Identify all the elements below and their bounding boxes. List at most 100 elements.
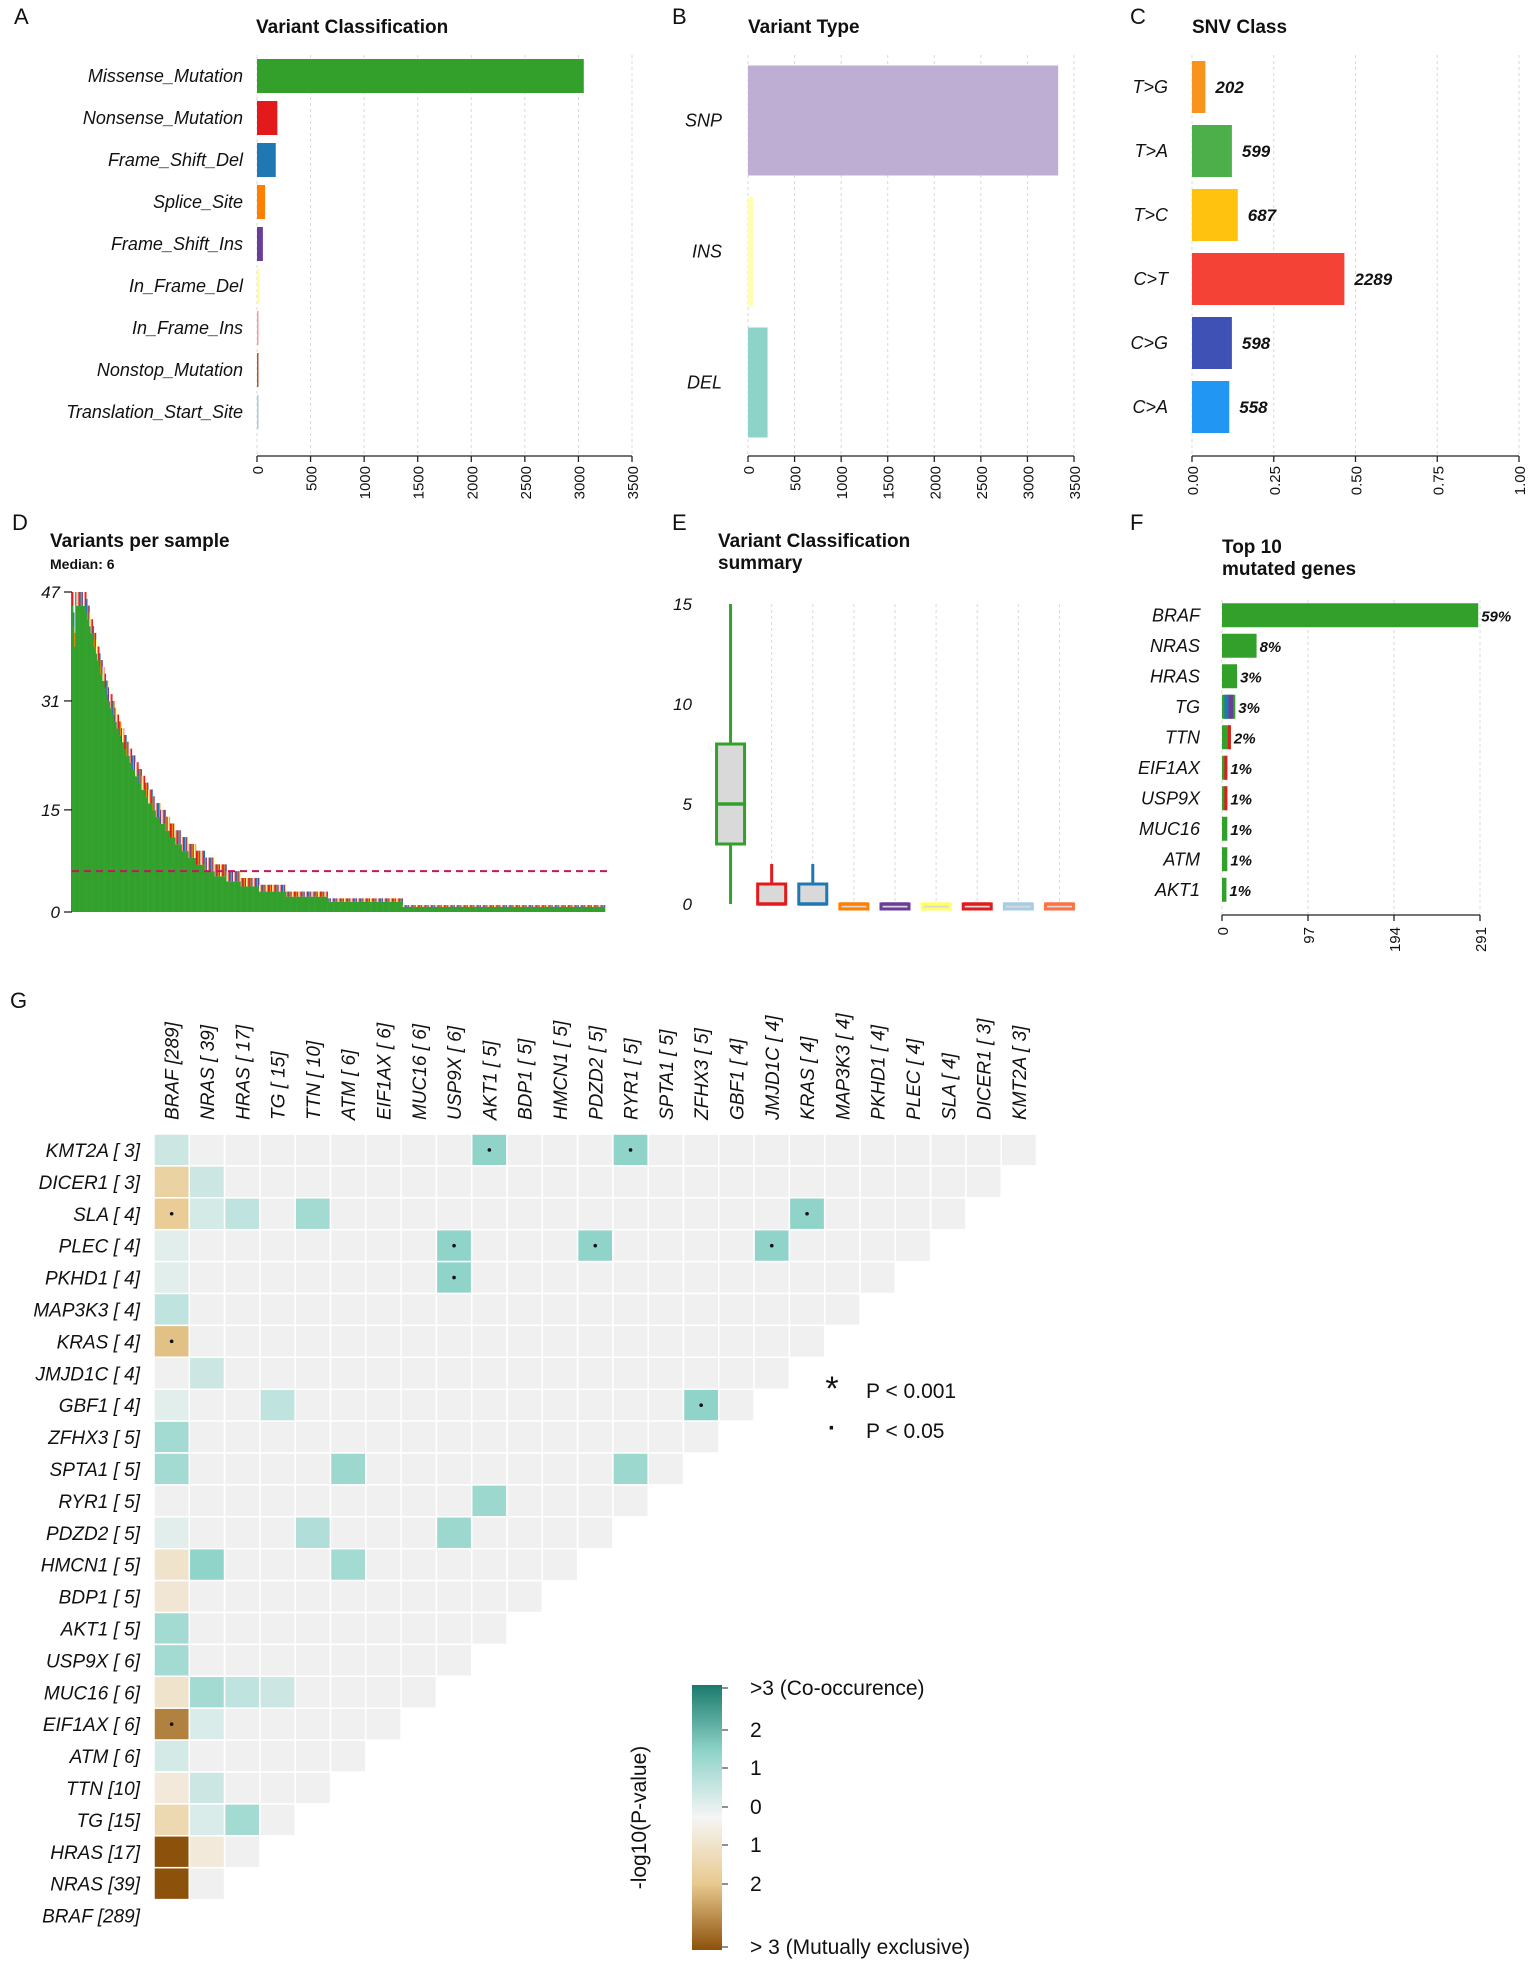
sample-bar-top <box>147 782 149 797</box>
sample-bar <box>214 876 216 912</box>
sample-bar-top <box>359 898 361 902</box>
x-tick-label: 0.75 <box>1430 466 1447 495</box>
sample-bar <box>564 906 567 912</box>
heatmap-cell <box>400 1643 438 1678</box>
heatmap-cell <box>576 1484 614 1518</box>
sample-bar-top <box>535 905 537 907</box>
sample-bar <box>562 906 564 912</box>
sample-bar <box>107 701 110 912</box>
sample-bar-top <box>492 905 495 907</box>
heatmap-cell <box>188 1579 226 1614</box>
sample-bar <box>218 876 221 912</box>
sample-bar <box>120 742 123 912</box>
colorbar-label: >3 (Co-occurence) <box>750 1677 925 1700</box>
sample-bar-top <box>373 898 375 902</box>
category-label: Frame_Shift_Ins <box>111 234 243 254</box>
sample-bar <box>284 891 286 912</box>
sample-bar-top <box>460 905 462 907</box>
sample-bar <box>561 906 563 912</box>
row-label: PKHD1 [ 4] <box>45 1269 141 1290</box>
sample-bar-top <box>403 905 406 907</box>
sample-bar-top <box>602 905 605 907</box>
column-label: GBF1 [ 4] <box>727 1038 748 1120</box>
sample-bar-top <box>317 891 320 897</box>
sample-bar <box>400 901 402 912</box>
sample-bar <box>330 901 333 912</box>
sample-bar-top <box>87 605 89 620</box>
sample-bar-top <box>603 905 606 907</box>
heatmap-cell <box>329 1292 367 1327</box>
heatmap-cell <box>223 1292 261 1327</box>
sample-bar <box>106 694 109 912</box>
sample-bar-top <box>179 830 182 845</box>
sample-bar-top <box>205 857 208 872</box>
heatmap-cell <box>647 1356 685 1390</box>
sample-bar-top <box>545 905 547 907</box>
sample-bar-top <box>223 864 225 877</box>
sample-bar-top <box>360 898 362 902</box>
sample-bar-top <box>576 905 579 907</box>
sample-bar <box>297 896 299 912</box>
sample-bar-top <box>165 816 167 831</box>
x-tick-label: 3000 <box>1020 466 1037 499</box>
sample-bar <box>433 906 435 912</box>
heatmap-cell <box>329 1133 367 1167</box>
sample-bar <box>583 906 585 912</box>
category-label: NRAS <box>1150 636 1200 656</box>
sample-bar-top <box>476 905 479 907</box>
heatmap-cell <box>259 1643 296 1678</box>
heatmap-cell <box>894 1165 932 1199</box>
sample-bar-top <box>250 877 252 887</box>
heatmap-cell <box>823 1133 861 1167</box>
heatmap-cell <box>718 1260 755 1295</box>
heatmap-cell <box>329 1197 367 1231</box>
sample-bar-top <box>308 891 310 897</box>
sample-bar-top <box>417 905 420 907</box>
sample-bar <box>412 906 414 912</box>
panel-label-c: C <box>1130 4 1146 29</box>
heatmap-cell <box>365 1611 402 1646</box>
sample-bar <box>125 748 127 912</box>
category-label: C>A <box>1132 397 1168 417</box>
sample-bar <box>110 708 112 912</box>
heatmap-cell <box>294 1771 332 1805</box>
sample-bar <box>395 901 397 912</box>
sample-bar <box>101 674 103 912</box>
sample-bar <box>504 906 507 912</box>
category-label: Frame_Shift_Del <box>108 150 244 170</box>
heatmap-cell <box>682 1324 720 1359</box>
heatmap-cell <box>223 1835 261 1869</box>
row-label: PDZD2 [ 5] <box>46 1524 141 1545</box>
sample-bar <box>139 783 141 912</box>
sample-bar <box>513 906 516 912</box>
heatmap-cell <box>259 1197 296 1231</box>
sample-bar <box>528 906 531 912</box>
sample-bar-top <box>429 905 432 907</box>
bar-BRAF <box>1222 603 1479 628</box>
sample-bar <box>570 906 572 912</box>
legend-label: P < 0.001 <box>866 1380 956 1403</box>
sample-bar-top <box>336 898 338 902</box>
bar-C>A <box>1192 381 1230 433</box>
sample-bar <box>81 606 84 912</box>
sample-bar-top <box>94 632 97 647</box>
sample-bar-top <box>438 905 440 907</box>
sample-bar-top <box>520 905 522 907</box>
sample-bar <box>379 901 382 912</box>
sample-bar-top <box>458 905 460 907</box>
heatmap-cell <box>188 1228 226 1263</box>
heatmap-cell <box>541 1356 579 1390</box>
sample-bar <box>166 830 169 912</box>
sample-bar-top <box>276 884 278 892</box>
sample-bar <box>404 906 407 912</box>
sample-bar-top <box>231 871 234 882</box>
sample-bar-top <box>583 905 585 907</box>
heatmap-cell <box>188 1866 226 1901</box>
row-label: AKT1 [ 5] <box>60 1619 141 1640</box>
sample-bar <box>108 701 111 912</box>
panel-c-snv-class: SNV Class 0.00 0.25 0.50 0.75 1.00 T>G 202 T>A 5… <box>1130 17 1529 495</box>
heatmap-cell <box>435 1579 473 1614</box>
heatmap-cell <box>965 1165 1002 1199</box>
heatmap-cell <box>718 1133 755 1167</box>
sample-bar-top <box>224 864 226 877</box>
